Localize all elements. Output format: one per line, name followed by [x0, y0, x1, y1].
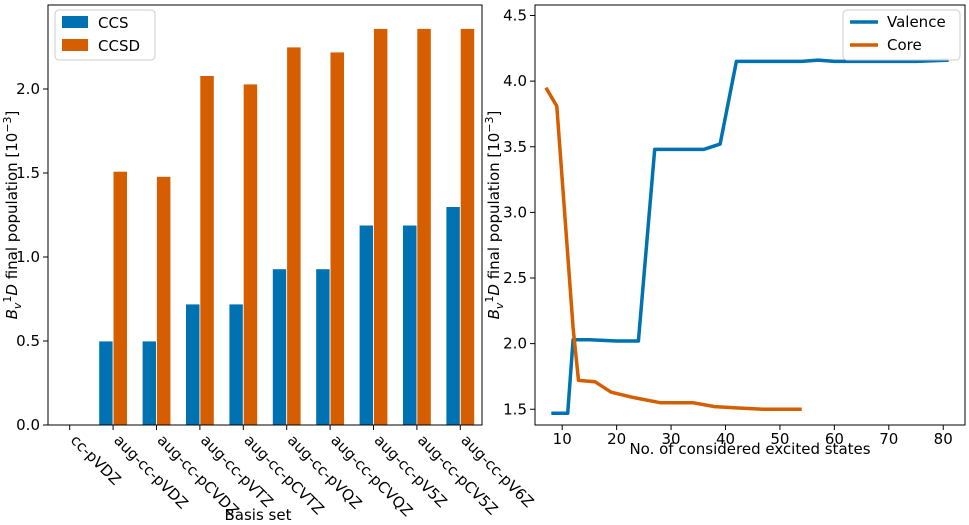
bar-x-axis-label: Basis set	[225, 506, 292, 524]
legend-ccsd-swatch	[62, 39, 88, 51]
bar-chart-panel: 0.0 0.5 1.0 1.5 2.0 cc-pVDZaug-cc-pVDZaug-cc…	[1, 4, 537, 524]
bar-y-axis-label: Bv1D final population [10−3]	[1, 111, 24, 320]
bar-ccs-aug-cc-pCV5Z	[402, 224, 418, 426]
bar-ccs-aug-cc-pVQZ	[271, 268, 288, 426]
line-y-tick-label: 1.5	[503, 400, 527, 418]
bar-chart-frame	[47, 4, 483, 426]
legend-ccs-swatch	[62, 16, 88, 28]
bar-y-ticks: 0.0 0.5 1.0 1.5 2.0	[16, 80, 48, 434]
line-chart-panel: 1.5 2.0 2.5 3.0 3.5 4.0 4.5 10 20 30 40 50 60 70 80 N…	[483, 4, 966, 458]
bar-ccsd-aug-cc-pCVQZ	[329, 51, 345, 426]
line-x-tick-label: 50	[770, 430, 789, 448]
series-line-valence	[551, 58, 949, 415]
bar-x-ticks: cc-pVDZaug-cc-pVDZaug-cc-pCVDZaug-cc-pVT…	[67, 425, 537, 520]
line-x-tick-label: 40	[716, 430, 735, 448]
line-chart-frame	[534, 4, 966, 426]
bar-legend: CCS CCSD	[54, 9, 156, 61]
line-y-tick-label: 2.5	[503, 269, 527, 287]
line-legend: Valence Core	[842, 9, 961, 61]
bar-y-tick-label: 1.0	[16, 248, 40, 266]
bar-ccsd-aug-cc-pVTZ	[199, 75, 215, 426]
bar-ccsd-aug-cc-pV6Z	[459, 28, 475, 426]
line-y-tick-label: 3.0	[503, 203, 527, 221]
line-x-tick-label: 80	[934, 430, 953, 448]
line-x-axis-label: No. of considered excited states	[629, 440, 870, 458]
bar-ccsd-aug-cc-pV5Z	[373, 28, 389, 426]
bar-ccsd-aug-cc-pVQZ	[286, 46, 302, 426]
bar-ccsd-aug-cc-pCV5Z	[416, 28, 432, 426]
bar-group	[98, 28, 475, 426]
bar-ccs-aug-cc-pCVDZ	[141, 340, 157, 426]
bar-y-tick-label: 2.0	[16, 80, 40, 98]
bar-ccsd-aug-cc-pVDZ	[112, 170, 128, 426]
line-y-axis-label: Bv1D final population [10−3]	[483, 111, 506, 320]
bar-ccs-aug-cc-pV6Z	[445, 206, 461, 426]
bar-y-tick-label: 0.5	[16, 332, 40, 350]
line-y-ticks: 1.5 2.0 2.5 3.0 3.5 4.0 4.5	[503, 7, 535, 418]
legend-valence-label: Valence	[887, 13, 946, 31]
legend-ccsd-label: CCSD	[98, 37, 140, 55]
line-x-tick-label: 10	[553, 430, 572, 448]
line-y-tick-label: 4.5	[503, 7, 527, 25]
bar-y-tick-label: 0.0	[16, 416, 40, 434]
line-x-ticks: 10 20 30 40 50 60 70 80	[553, 425, 953, 448]
bar-ccs-aug-cc-pV5Z	[358, 224, 374, 426]
bar-ccs-aug-cc-pCVQZ	[315, 268, 331, 426]
line-x-tick-label: 60	[825, 430, 844, 448]
line-y-tick-label: 3.5	[503, 138, 527, 156]
line-x-tick-label: 70	[879, 430, 898, 448]
bar-y-tick-label: 1.5	[16, 164, 40, 182]
bar-ccs-aug-cc-pVTZ	[185, 303, 201, 426]
bar-ccs-aug-cc-pVDZ	[98, 340, 114, 426]
bar-ccsd-aug-cc-pCVTZ	[242, 83, 259, 426]
line-group	[544, 58, 949, 415]
bar-ccs-aug-cc-pCVTZ	[228, 303, 244, 426]
line-x-tick-label: 20	[607, 430, 626, 448]
bar-ccsd-aug-cc-pCVDZ	[156, 175, 172, 426]
legend-ccs-label: CCS	[98, 14, 128, 32]
line-y-tick-label: 2.0	[503, 335, 527, 353]
series-line-core	[544, 86, 802, 412]
line-x-tick-label: 30	[662, 430, 681, 448]
line-y-tick-label: 4.0	[503, 72, 527, 90]
legend-core-label: Core	[887, 36, 922, 54]
